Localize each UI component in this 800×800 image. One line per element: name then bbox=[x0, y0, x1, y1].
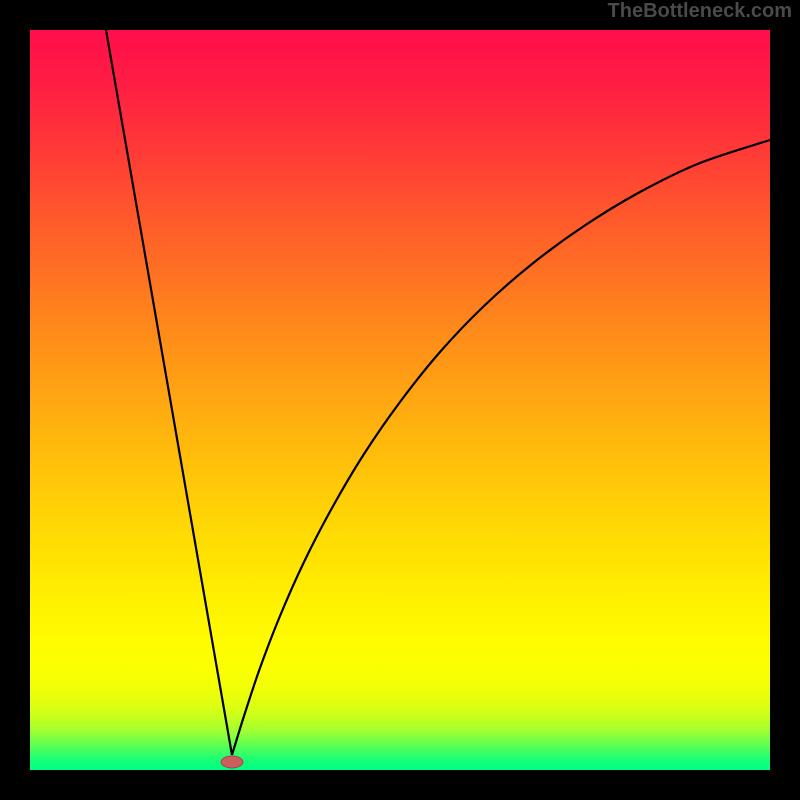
watermark-text: TheBottleneck.com bbox=[608, 0, 792, 23]
plot-background bbox=[30, 30, 770, 770]
bottleneck-chart bbox=[0, 0, 800, 800]
vertex-marker bbox=[221, 756, 243, 768]
chart-container: TheBottleneck.com bbox=[0, 0, 800, 800]
